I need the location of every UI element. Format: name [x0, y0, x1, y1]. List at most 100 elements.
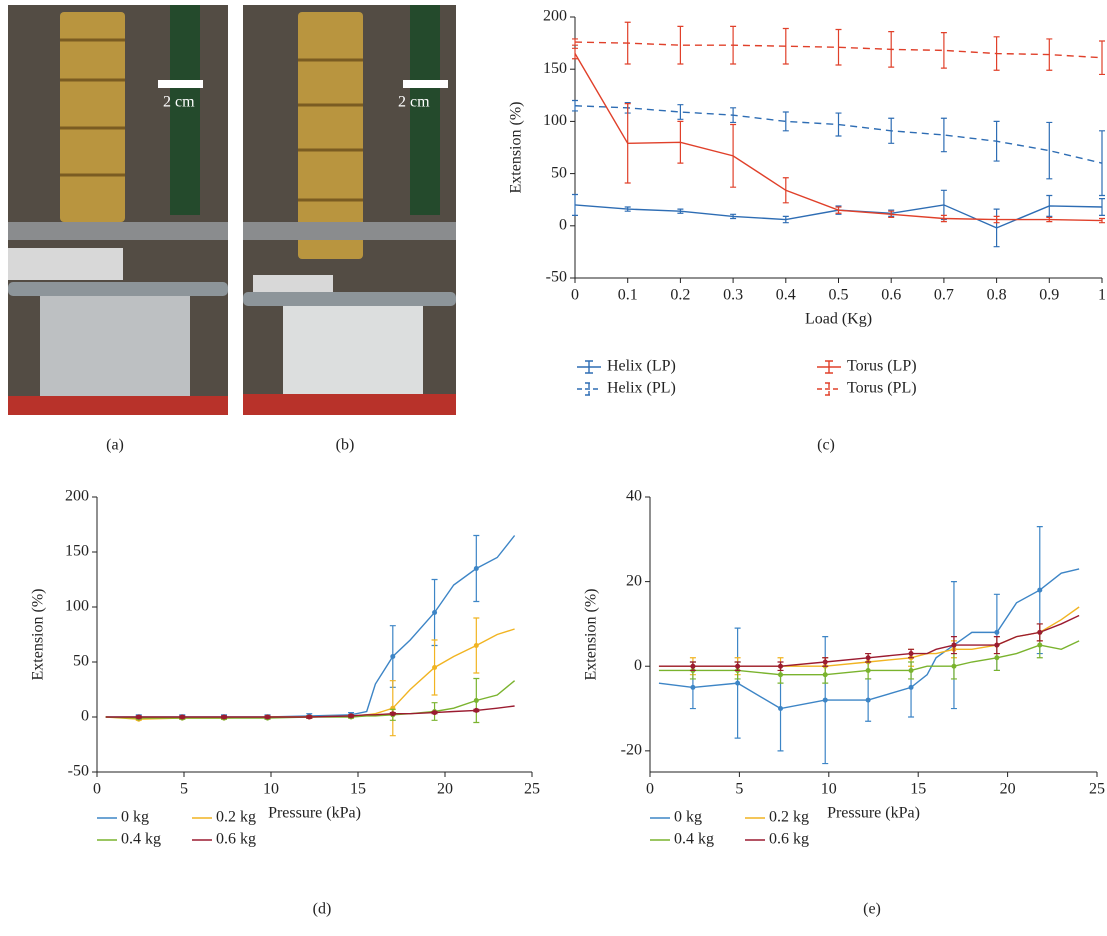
- scale-label: 2 cm: [163, 94, 195, 111]
- series-line: [105, 705, 515, 718]
- error-bar: [940, 214, 947, 223]
- series-line: [105, 680, 516, 719]
- point: [778, 706, 784, 712]
- y-tick-label: 150: [65, 543, 89, 560]
- x-tick-label: 0.1: [618, 287, 638, 304]
- point: [865, 655, 871, 661]
- error-bar: [1046, 121, 1053, 180]
- photo-a: 2 cm: [8, 5, 228, 415]
- error-bar: [1046, 194, 1053, 218]
- error-bar: [677, 25, 684, 65]
- point: [865, 697, 871, 703]
- point: [473, 643, 479, 648]
- y-axis-label: Extension (%): [508, 102, 525, 194]
- error-bar: [1099, 40, 1105, 76]
- error-bar: [1099, 217, 1105, 224]
- x-axis-label: Load (Kg): [805, 311, 872, 328]
- x-tick-label: 0: [646, 781, 654, 798]
- y-tick-label: 0: [559, 216, 567, 233]
- x-tick-label: 0.4: [776, 287, 796, 304]
- point: [690, 684, 696, 690]
- panel-label: (b): [336, 437, 355, 454]
- x-axis-label: Pressure (kPa): [827, 805, 920, 822]
- panel-label: (d): [313, 901, 332, 918]
- error-bar: [940, 32, 947, 69]
- series-line: [574, 41, 1103, 59]
- legend-swatch: [577, 360, 601, 374]
- legend-label: 0.2 kg: [769, 809, 809, 826]
- x-tick-label: 20: [1000, 781, 1016, 798]
- error-bar: [572, 38, 578, 46]
- y-tick-label: 0: [81, 708, 89, 725]
- legend-swatch: [577, 382, 601, 396]
- error-bar: [993, 120, 1000, 162]
- point: [265, 714, 271, 720]
- error-bar: [888, 117, 895, 144]
- y-tick-label: -50: [68, 763, 89, 780]
- panel-label: (c): [817, 437, 835, 454]
- point: [306, 714, 312, 720]
- legend-label: 0 kg: [121, 809, 149, 826]
- x-tick-label: 0.2: [670, 287, 690, 304]
- point: [390, 654, 396, 659]
- error-bar: [677, 104, 684, 120]
- error-bar: [782, 111, 789, 132]
- error-bar: [993, 208, 1000, 248]
- legend-label: Helix (LP): [607, 358, 676, 375]
- x-tick-label: 0.9: [1039, 287, 1059, 304]
- legend-label: 0.4 kg: [121, 831, 161, 848]
- point: [390, 711, 396, 717]
- point: [908, 667, 914, 673]
- error-bar: [730, 25, 737, 65]
- point: [348, 713, 354, 719]
- point: [1037, 587, 1043, 593]
- point: [822, 672, 828, 678]
- y-tick-label: 150: [543, 60, 567, 77]
- point: [822, 697, 828, 703]
- x-tick-label: 10: [821, 781, 837, 798]
- legend-swatch: [817, 360, 841, 374]
- y-tick-label: -20: [621, 742, 642, 759]
- error-bar: [677, 208, 684, 214]
- error-bar: [835, 112, 842, 137]
- point: [1037, 642, 1043, 648]
- panel-label: (e): [863, 901, 881, 918]
- y-axis-label: Extension (%): [583, 589, 600, 681]
- scale-label: 2 cm: [398, 94, 430, 111]
- legend-label: Torus (LP): [847, 358, 917, 375]
- photo-b: 2 cm: [243, 5, 456, 415]
- error-bar: [782, 177, 789, 204]
- point: [473, 707, 479, 713]
- y-tick-label: 200: [65, 488, 89, 505]
- point: [432, 610, 438, 615]
- legend-label: Helix (PL): [607, 380, 676, 397]
- legend-label: 0.6 kg: [216, 831, 256, 848]
- y-tick-label: 40: [626, 488, 642, 505]
- point: [1037, 629, 1043, 635]
- error-bar: [730, 107, 737, 124]
- error-bar: [572, 47, 578, 60]
- legend-label: 0 kg: [674, 809, 702, 826]
- y-tick-label: 20: [626, 572, 642, 589]
- point: [822, 659, 828, 665]
- series-line: [105, 628, 515, 720]
- point: [951, 642, 957, 648]
- x-tick-label: 0: [571, 287, 579, 304]
- series-line: [658, 640, 1080, 676]
- y-tick-label: 200: [543, 8, 567, 25]
- series-line: [574, 53, 1103, 222]
- point: [432, 710, 438, 716]
- legend-label: Torus (PL): [847, 380, 917, 397]
- error-bar: [993, 215, 1000, 224]
- error-bar: [993, 36, 1000, 71]
- point: [778, 672, 784, 678]
- y-tick-label: 50: [73, 653, 89, 670]
- error-bar: [572, 99, 578, 112]
- x-tick-label: 0.7: [934, 287, 954, 304]
- point: [432, 665, 438, 670]
- point: [473, 566, 479, 571]
- point: [136, 714, 142, 720]
- x-tick-label: 25: [1089, 781, 1105, 798]
- y-tick-label: 100: [543, 112, 567, 129]
